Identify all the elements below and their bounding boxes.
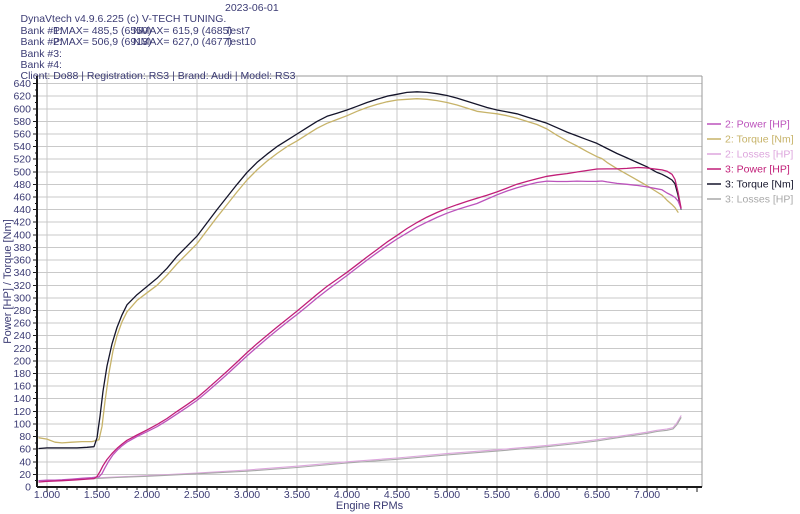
svg-text:640: 640	[13, 78, 31, 90]
svg-text:120: 120	[13, 406, 31, 418]
bank-pmax: PMAX= 485,5 (6550)	[53, 24, 152, 37]
svg-text:260: 260	[13, 318, 31, 330]
svg-text:400: 400	[13, 229, 31, 241]
svg-text:620: 620	[13, 91, 31, 103]
svg-text:140: 140	[13, 393, 31, 405]
svg-text:300: 300	[13, 292, 31, 304]
svg-text:2.000: 2.000	[134, 489, 160, 501]
bank-line-3: Bank #3: PMAX= 506,9 (6913) NMAX= 627,0 …	[3, 36, 797, 59]
report-date: 2023-06-01	[225, 2, 279, 14]
series-curve-3-losses-hp-	[89, 417, 682, 480]
bank-test-name: Test7	[225, 24, 251, 37]
legend-item: 3: Torque [Nm]	[707, 179, 794, 191]
svg-text:80: 80	[19, 431, 31, 443]
series-curve-2-torque-nm-	[38, 98, 679, 444]
grid-layer	[37, 76, 702, 487]
y-axis-title: Power [HP] / Torque [Nm]	[2, 219, 14, 344]
bank-line-2: Bank #2: PMAX= 485,5 (6550) NMAX= 615,9 …	[3, 24, 797, 48]
report-header: DynaVtech v4.9.6.225 (c) V-TECH TUNING. …	[3, 2, 797, 82]
series-curve-3-power-hp-	[38, 166, 682, 483]
legend-item: 2: Torque [Nm]	[707, 134, 794, 146]
svg-text:3.000: 3.000	[234, 489, 260, 501]
svg-text:5.500: 5.500	[484, 489, 510, 501]
svg-text:580: 580	[13, 116, 31, 128]
svg-text:560: 560	[13, 128, 31, 140]
svg-text:200: 200	[13, 355, 31, 367]
svg-text:240: 240	[13, 330, 31, 342]
svg-text:460: 460	[13, 192, 31, 204]
svg-text:220: 220	[13, 343, 31, 355]
bank-label: Bank #4:	[20, 58, 62, 71]
axis-tick-labels: 1.000 1.500 2.000 2.500 3.000 3.500 4.000 4.500…	[13, 78, 660, 501]
series-layer	[38, 91, 682, 483]
bank-nmax: NMAX= 627,0 (4677)	[133, 36, 232, 49]
bank-test-name: Test10	[225, 36, 256, 49]
series-curve-3-torque-nm-	[38, 91, 682, 450]
svg-text:480: 480	[13, 179, 31, 191]
svg-text:440: 440	[13, 204, 31, 216]
legend-label: 2: Losses [HP]	[725, 149, 793, 161]
legend-item: 2: Power [HP]	[707, 119, 790, 131]
svg-text:380: 380	[13, 242, 31, 254]
legend-label: 3: Torque [Nm]	[725, 179, 794, 191]
svg-text:540: 540	[13, 141, 31, 153]
svg-text:4.500: 4.500	[384, 489, 410, 501]
svg-text:340: 340	[13, 267, 31, 279]
app-title: DynaVtech v4.9.6.225 (c) V-TECH TUNING.	[20, 13, 227, 26]
svg-text:420: 420	[13, 217, 31, 229]
legend-item: 3: Power [HP]	[707, 164, 790, 176]
svg-text:6.500: 6.500	[584, 489, 610, 501]
svg-text:1.000: 1.000	[34, 489, 60, 501]
svg-text:6.000: 6.000	[534, 489, 560, 501]
series-curve-2-losses-hp-	[89, 415, 682, 479]
svg-text:600: 600	[13, 103, 31, 115]
series-curve-2-power-hp-	[38, 180, 682, 482]
legend-label: 2: Torque [Nm]	[725, 134, 794, 146]
client-info: Client: Do88 | Registration: RS3 | Brand…	[20, 70, 296, 83]
bank-label: Bank #2:	[20, 36, 62, 49]
svg-text:2.500: 2.500	[184, 489, 210, 501]
svg-text:40: 40	[19, 456, 31, 468]
client-line: Client: Do88 | Registration: RS3 | Brand…	[3, 60, 797, 82]
svg-text:360: 360	[13, 255, 31, 267]
legend-item: 2: Losses [HP]	[707, 149, 793, 161]
bank-pmax: PMAX= 506,9 (6913)	[53, 36, 152, 49]
svg-text:180: 180	[13, 368, 31, 380]
svg-text:4.000: 4.000	[334, 489, 360, 501]
legend-item: 3: Losses [HP]	[707, 194, 793, 206]
svg-text:100: 100	[13, 418, 31, 430]
svg-text:3.500: 3.500	[284, 489, 310, 501]
legend-label: 3: Losses [HP]	[725, 194, 793, 206]
svg-text:280: 280	[13, 305, 31, 317]
legend-label: 3: Power [HP]	[725, 164, 790, 176]
svg-text:7.000: 7.000	[634, 489, 660, 501]
bank-label: Bank #3:	[20, 47, 62, 60]
svg-text:0: 0	[25, 482, 31, 494]
bank-nmax: NMAX= 615,9 (4685)	[133, 24, 232, 37]
svg-text:520: 520	[13, 154, 31, 166]
axis-titles: Engine RPMs Power [HP] / Torque [Nm]	[2, 219, 404, 512]
svg-text:1.500: 1.500	[84, 489, 110, 501]
svg-text:500: 500	[13, 166, 31, 178]
bank-line-1: Bank #1:	[3, 14, 797, 36]
svg-text:60: 60	[19, 444, 31, 456]
legend: 2: Power [HP] 2: Torque [Nm] 2: Losses [HP…	[707, 119, 794, 206]
bank-line-4: Bank #4:	[3, 49, 797, 70]
plot-frame	[36, 75, 703, 488]
svg-text:5.000: 5.000	[434, 489, 460, 501]
bank-label: Bank #1:	[20, 24, 62, 37]
svg-text:160: 160	[13, 381, 31, 393]
x-axis-title: Engine RPMs	[336, 500, 404, 512]
svg-text:20: 20	[19, 469, 31, 481]
svg-text:320: 320	[13, 280, 31, 292]
app-title-line: DynaVtech v4.9.6.225 (c) V-TECH TUNING. …	[3, 2, 797, 25]
legend-label: 2: Power [HP]	[725, 119, 790, 131]
